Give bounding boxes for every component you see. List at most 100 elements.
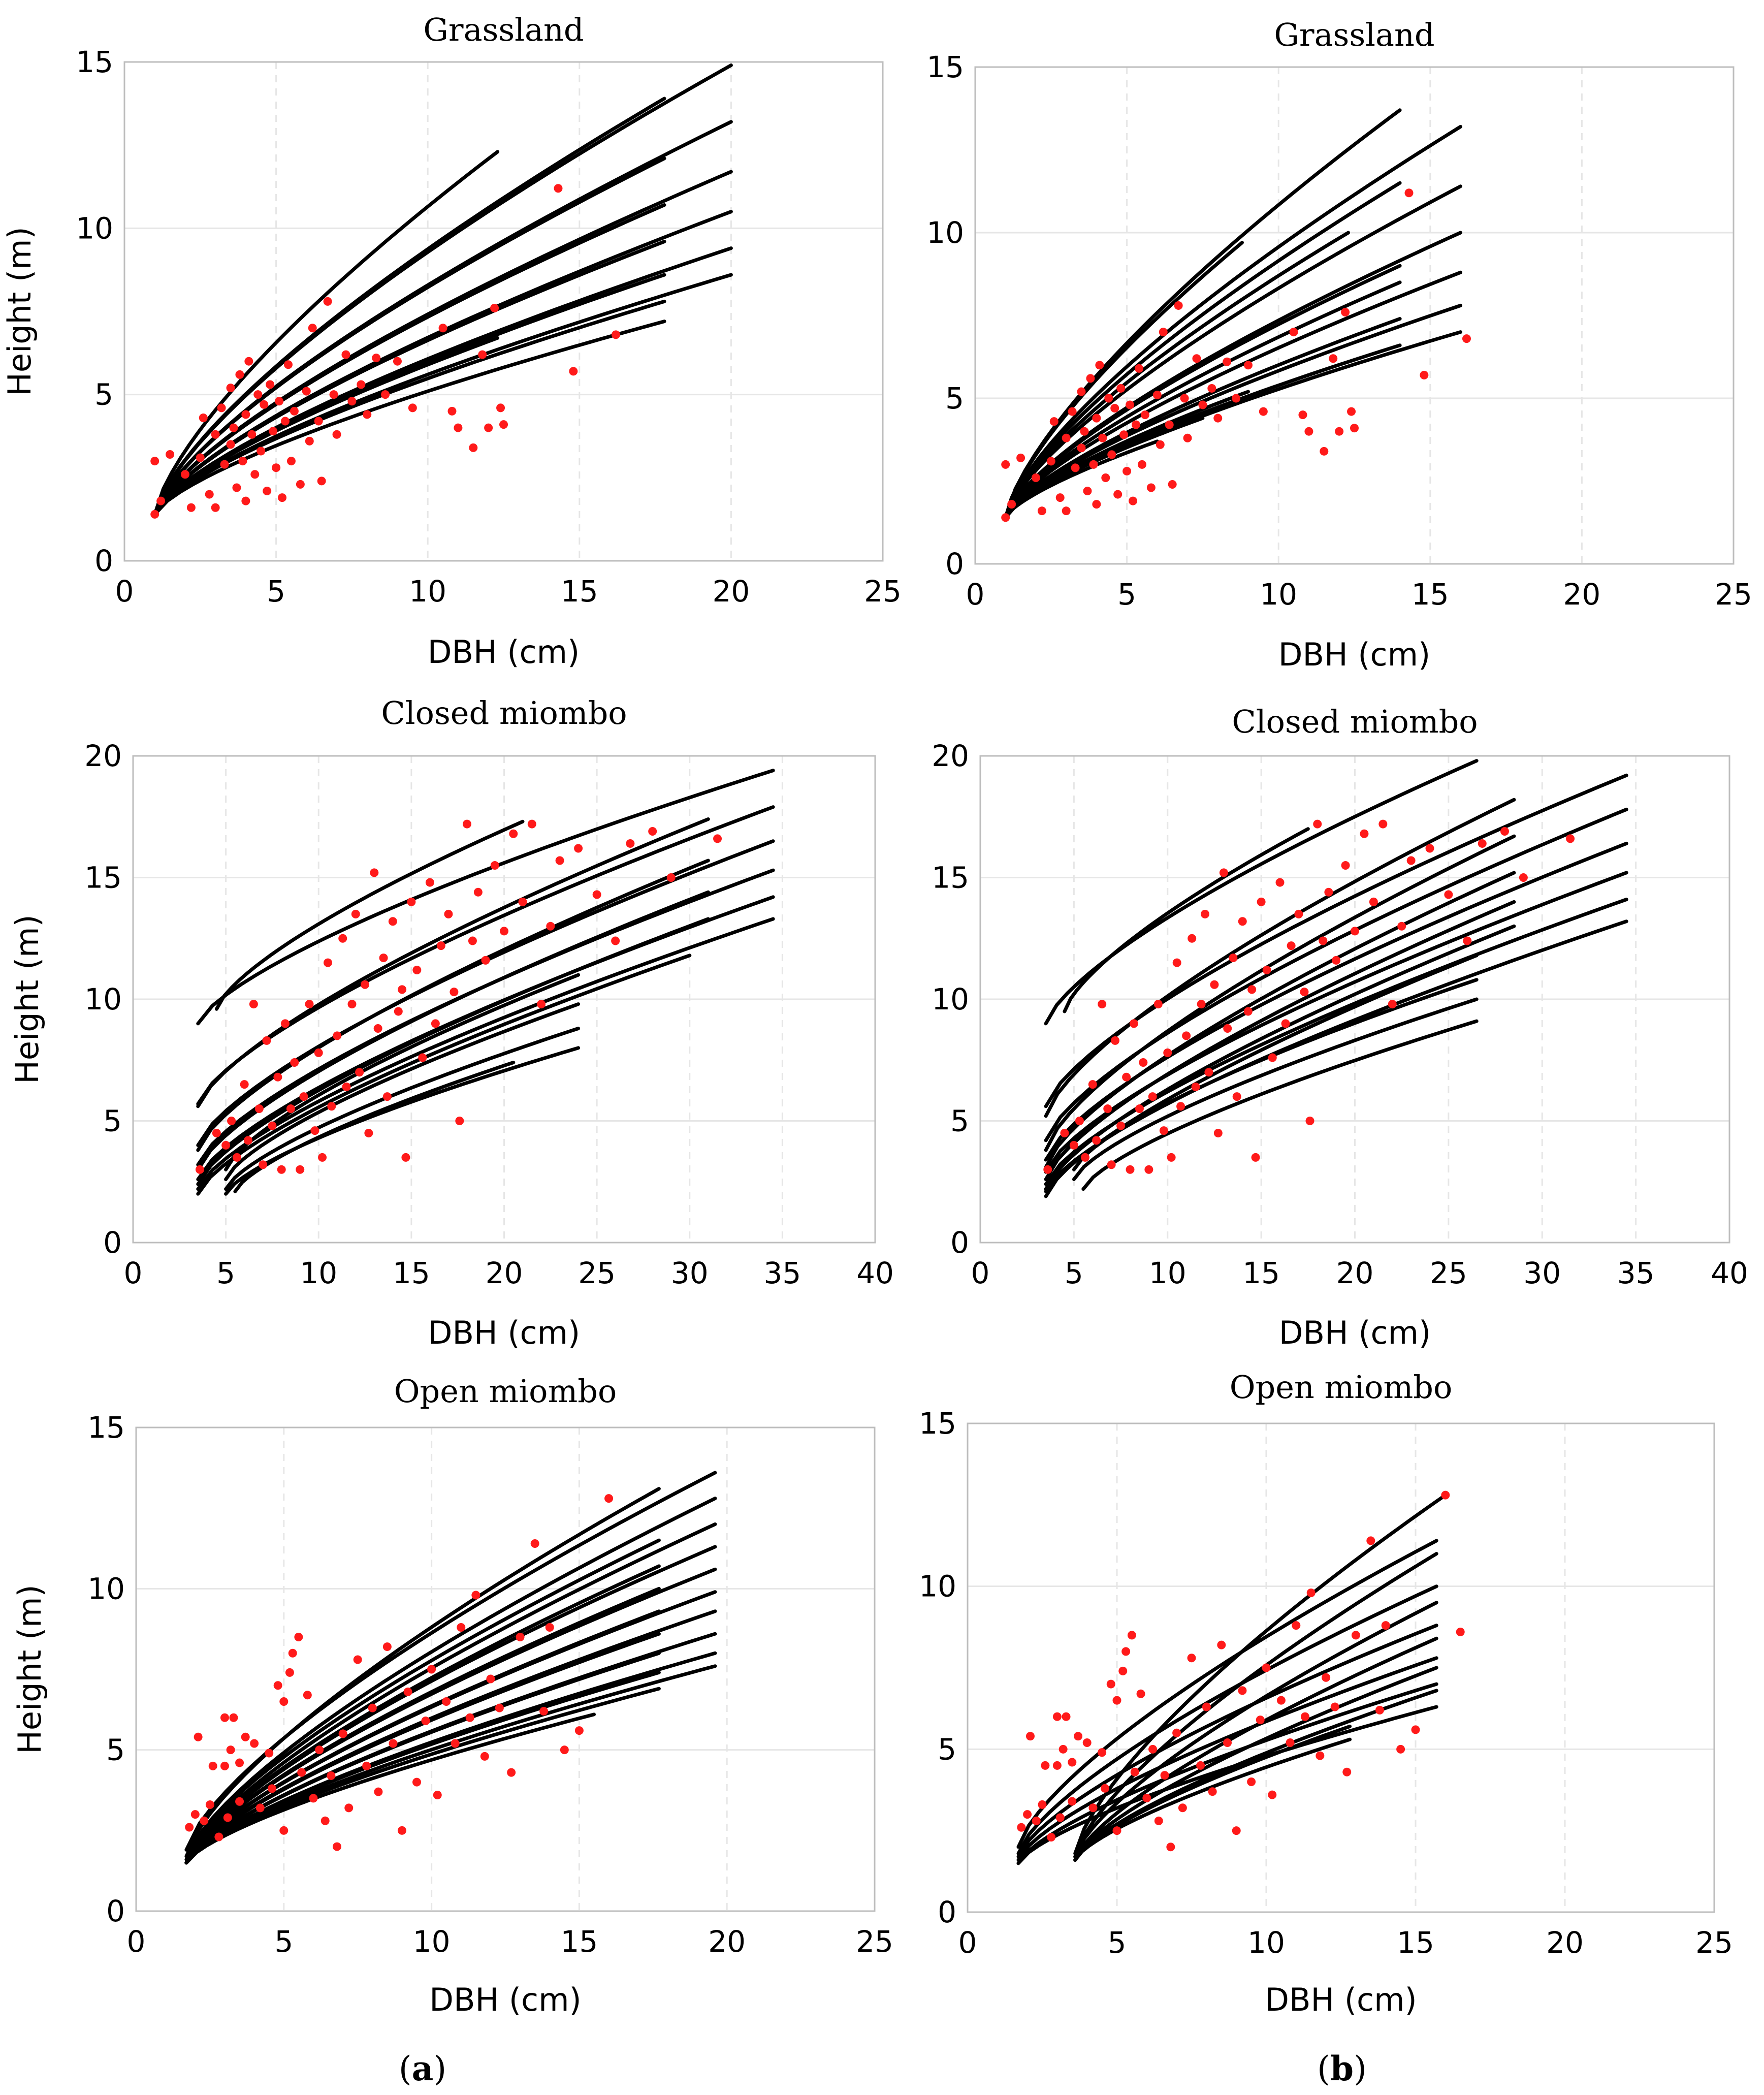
- caption-a-open: (: [399, 2049, 412, 2088]
- data-point: [1134, 364, 1143, 373]
- data-point: [433, 1791, 442, 1800]
- x-tick-label: 5: [267, 574, 285, 609]
- fitted-curve: [1016, 1624, 1438, 1859]
- fitted-curve: [196, 890, 710, 1171]
- data-point: [1192, 354, 1201, 363]
- data-point: [1369, 897, 1378, 906]
- chart-title: Grassland: [1274, 16, 1434, 53]
- data-point: [1286, 1738, 1295, 1748]
- data-point: [262, 1036, 271, 1045]
- data-point: [1106, 1679, 1115, 1689]
- data-point: [1075, 1117, 1084, 1125]
- data-point: [220, 1761, 229, 1770]
- data-point: [1152, 390, 1162, 399]
- caption-b-open: (: [1317, 2049, 1330, 2088]
- data-point: [1247, 1777, 1256, 1786]
- fitted-curve: [153, 299, 666, 516]
- x-tick-label: 35: [1617, 1256, 1655, 1290]
- data-point: [1148, 1744, 1158, 1754]
- plot-frame: [967, 1422, 1715, 1913]
- chart-title: Open miombo: [394, 1373, 617, 1410]
- chart-a-grassland: 0 5 10 15 20 25 0 5 10 15 Grassland DBH (cm) Height …: [1, 11, 902, 671]
- data-point: [347, 397, 357, 406]
- x-tick-label: 15: [560, 1924, 598, 1959]
- data-point: [1156, 440, 1165, 449]
- data-point: [1032, 1816, 1041, 1825]
- data-point: [1110, 404, 1119, 413]
- data-point: [318, 1153, 327, 1162]
- data-point: [286, 1104, 295, 1114]
- fitted-curve: [1016, 1682, 1438, 1865]
- x-tick-label: 10: [409, 574, 446, 609]
- y-axis-label: Height (m): [11, 1584, 48, 1754]
- data-point: [1047, 1832, 1056, 1842]
- y-tick-label: 10: [919, 1569, 956, 1604]
- data-point: [1320, 447, 1329, 456]
- data-point: [1259, 407, 1268, 416]
- fitted-curve: [153, 156, 666, 516]
- chart-b-open-miombo: 0 5 10 15 20 25 0 5 10 15 Open miombo DBH (cm): [919, 1369, 1733, 2018]
- data-point: [1478, 839, 1487, 848]
- data-point: [1456, 1627, 1465, 1636]
- fitted-curve: [184, 1497, 717, 1861]
- data-point: [1243, 361, 1253, 370]
- data-point: [1378, 819, 1388, 829]
- data-point: [592, 890, 601, 899]
- data-point: [253, 390, 263, 399]
- data-point: [1062, 433, 1071, 442]
- data-point: [186, 503, 196, 512]
- data-point: [351, 909, 360, 918]
- data-point: [199, 413, 208, 422]
- data-point: [1257, 897, 1266, 906]
- data-point: [436, 941, 445, 950]
- data-point: [1341, 861, 1350, 870]
- fitted-curve: [184, 1609, 717, 1865]
- data-point: [1160, 1771, 1169, 1780]
- data-point: [480, 1752, 489, 1761]
- data-point: [1238, 917, 1247, 926]
- data-point: [1007, 500, 1016, 509]
- chart-a-closed-miombo: 0 5 10 15 20 25 30 35 40 0 5 10 15 20 Closed miombo DBH…: [9, 694, 894, 1351]
- data-point: [1043, 1165, 1052, 1174]
- data-point: [1068, 1797, 1077, 1806]
- plot-frame: [974, 66, 1735, 565]
- y-tick-label: 0: [94, 544, 113, 578]
- data-point: [1268, 1053, 1277, 1062]
- data-point: [1041, 1761, 1050, 1770]
- x-tick-label: 10: [413, 1924, 451, 1959]
- data-point: [1153, 1000, 1163, 1009]
- data-point: [247, 430, 256, 439]
- data-point: [1100, 1784, 1109, 1793]
- data-point: [1360, 829, 1369, 838]
- data-point: [1381, 1621, 1390, 1630]
- fitted-curve: [196, 859, 710, 1152]
- data-point: [244, 357, 253, 366]
- fitted-curve: [1073, 1493, 1448, 1856]
- data-point: [407, 897, 416, 906]
- data-point: [1183, 433, 1192, 442]
- fitted-curve: [1004, 108, 1402, 520]
- chart-a-open-miombo: 0 5 10 15 20 25 0 5 10 15 Open miombo DBH (cm) Heigh…: [11, 1373, 893, 2018]
- data-point: [1396, 1744, 1405, 1754]
- data-point: [232, 483, 241, 492]
- fitted-curve: [153, 240, 666, 516]
- data-point: [211, 430, 220, 439]
- data-point: [329, 390, 338, 399]
- data-point: [363, 410, 372, 419]
- data-point: [314, 417, 323, 426]
- data-point: [241, 496, 250, 505]
- data-point: [389, 1739, 398, 1748]
- data-point: [382, 1092, 392, 1101]
- data-point: [1350, 424, 1359, 433]
- data-point: [394, 1007, 403, 1016]
- caption-b: (b): [1317, 2049, 1367, 2088]
- fitted-curve: [1016, 1539, 1438, 1849]
- data-point: [451, 1739, 460, 1748]
- data-point: [1126, 400, 1135, 409]
- x-tick-label: 15: [393, 1256, 430, 1290]
- data-point: [444, 909, 453, 918]
- data-point: [226, 440, 235, 449]
- data-point: [1069, 1140, 1078, 1150]
- data-point: [1025, 1732, 1035, 1741]
